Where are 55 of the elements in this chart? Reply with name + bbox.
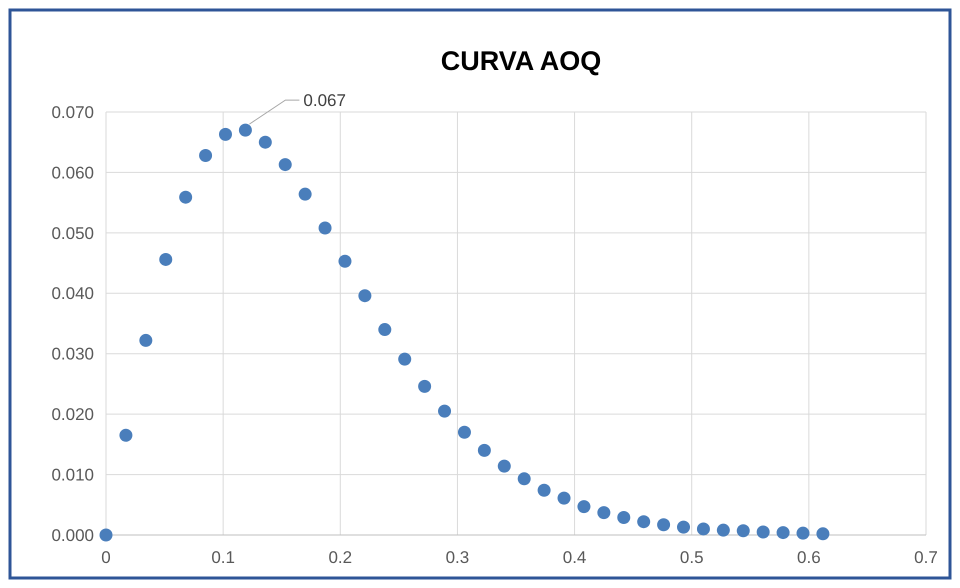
point xyxy=(278,158,292,172)
point xyxy=(378,323,392,336)
point xyxy=(617,510,630,524)
point xyxy=(179,190,192,204)
point xyxy=(498,460,511,473)
chart-title: CURVA AOQ xyxy=(440,46,602,76)
x-tick-label: 0.4 xyxy=(562,548,586,567)
point xyxy=(558,492,571,505)
x-tick-label: 0.7 xyxy=(914,548,938,567)
point xyxy=(518,472,531,486)
point xyxy=(736,524,750,538)
point xyxy=(298,188,312,201)
x-tick-label: 0.3 xyxy=(446,548,470,567)
x-tick-label: 0 xyxy=(101,548,111,567)
point xyxy=(478,444,491,457)
point xyxy=(657,518,670,532)
point xyxy=(816,527,830,540)
point xyxy=(238,124,252,137)
y-tick-label: 0.050 xyxy=(51,224,94,243)
point xyxy=(756,525,770,538)
point xyxy=(139,334,152,347)
point xyxy=(637,515,650,528)
point xyxy=(796,526,810,540)
point xyxy=(538,484,551,497)
y-tick-label: 0.010 xyxy=(51,466,94,485)
point xyxy=(218,128,232,141)
x-tick-label: 0.2 xyxy=(328,548,352,567)
y-tick-label: 0.070 xyxy=(51,102,94,122)
point xyxy=(100,528,112,542)
point xyxy=(119,428,132,442)
point xyxy=(418,380,432,393)
point xyxy=(398,352,412,366)
point xyxy=(716,524,730,537)
point xyxy=(159,252,172,266)
y-tick-label: 0.040 xyxy=(51,284,94,304)
point xyxy=(358,289,372,302)
y-tick-label: 0.020 xyxy=(51,405,94,424)
x-tick-label: 0.5 xyxy=(680,548,704,567)
point xyxy=(338,254,352,268)
point xyxy=(577,500,590,514)
y-tick-label: 0.060 xyxy=(51,163,94,182)
point xyxy=(199,149,212,162)
point xyxy=(677,520,690,534)
y-tick-label: 0.000 xyxy=(51,526,94,545)
x-tick-label: 0.6 xyxy=(797,548,821,567)
y-tick-label: 0.030 xyxy=(51,344,94,364)
point xyxy=(458,426,471,439)
point xyxy=(258,136,272,149)
point xyxy=(318,222,332,235)
annotation: 0.067 xyxy=(303,91,346,110)
x-tick-label: 0.1 xyxy=(211,548,235,567)
point xyxy=(597,506,610,520)
point xyxy=(696,522,710,536)
point xyxy=(776,526,790,540)
point xyxy=(438,404,452,418)
